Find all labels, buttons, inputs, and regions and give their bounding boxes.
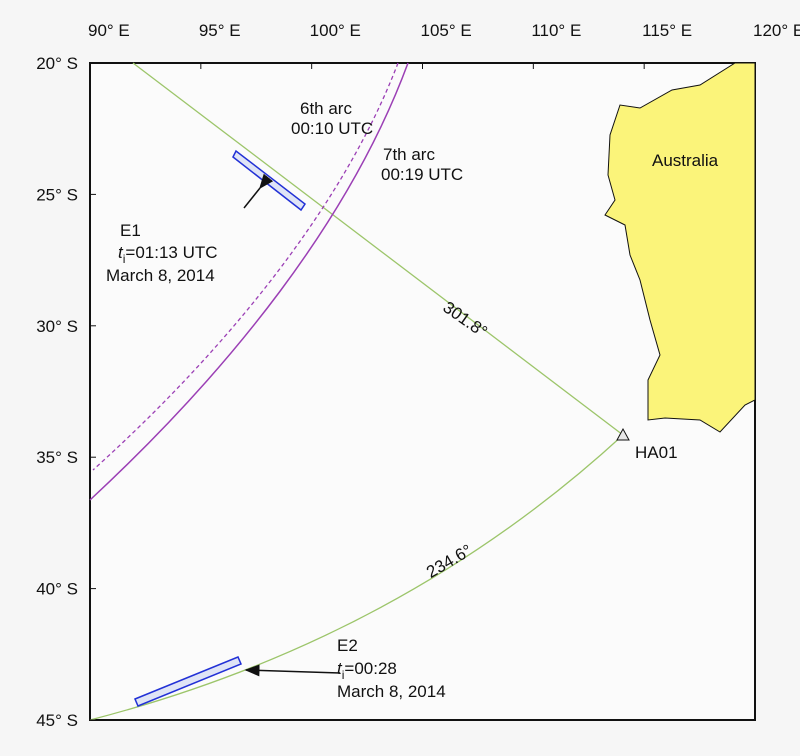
- x-tick-label: 95° E: [199, 21, 241, 40]
- arrow: [243, 173, 274, 209]
- y-tick-label: 25° S: [36, 185, 78, 204]
- arc-time: 00:10 UTC: [291, 119, 373, 138]
- event-date: March 8, 2014: [337, 682, 446, 701]
- y-tick-label: 35° S: [36, 448, 78, 467]
- event-time-value: =01:13 UTC: [125, 243, 217, 262]
- bearing-line: [132, 62, 624, 436]
- station-marker: [616, 427, 630, 441]
- land: [604, 62, 756, 433]
- event-var: t: [337, 659, 343, 678]
- event-sub: i: [342, 668, 345, 682]
- arc-name: 7th arc: [383, 145, 435, 164]
- arc-time: 00:19 UTC: [381, 165, 463, 184]
- event-sub: i: [123, 252, 126, 266]
- x-tick-label: 115° E: [642, 21, 692, 40]
- event-time: ti=01:13 UTC: [118, 243, 218, 266]
- x-tick-label: 110° E: [531, 21, 581, 40]
- arc-line: [89, 62, 409, 501]
- x-tick-label: 120° E: [753, 21, 800, 40]
- arc-name: 6th arc: [300, 99, 352, 118]
- event-name: E1: [120, 221, 141, 240]
- x-tick-label: 90° E: [88, 21, 130, 40]
- y-tick-label: 40° S: [36, 580, 78, 599]
- bearing-line: [89, 434, 624, 721]
- event-name: E2: [337, 636, 358, 655]
- y-tick-label: 20° S: [36, 54, 78, 73]
- event-date: March 8, 2014: [106, 266, 215, 285]
- x-tick-label: 105° E: [421, 21, 472, 40]
- event-var: t: [118, 243, 124, 262]
- event-time-value: =00:28: [344, 659, 396, 678]
- x-tick-label: 100° E: [310, 21, 361, 40]
- arc-line: [92, 62, 399, 471]
- arrow: [244, 664, 341, 677]
- event-time: ti=00:28: [337, 659, 397, 682]
- y-tick-label: 45° S: [36, 711, 78, 730]
- event-region: [134, 656, 242, 707]
- land-label: Australia: [652, 151, 719, 170]
- station-label: HA01: [635, 443, 678, 462]
- y-tick-label: 30° S: [36, 317, 78, 336]
